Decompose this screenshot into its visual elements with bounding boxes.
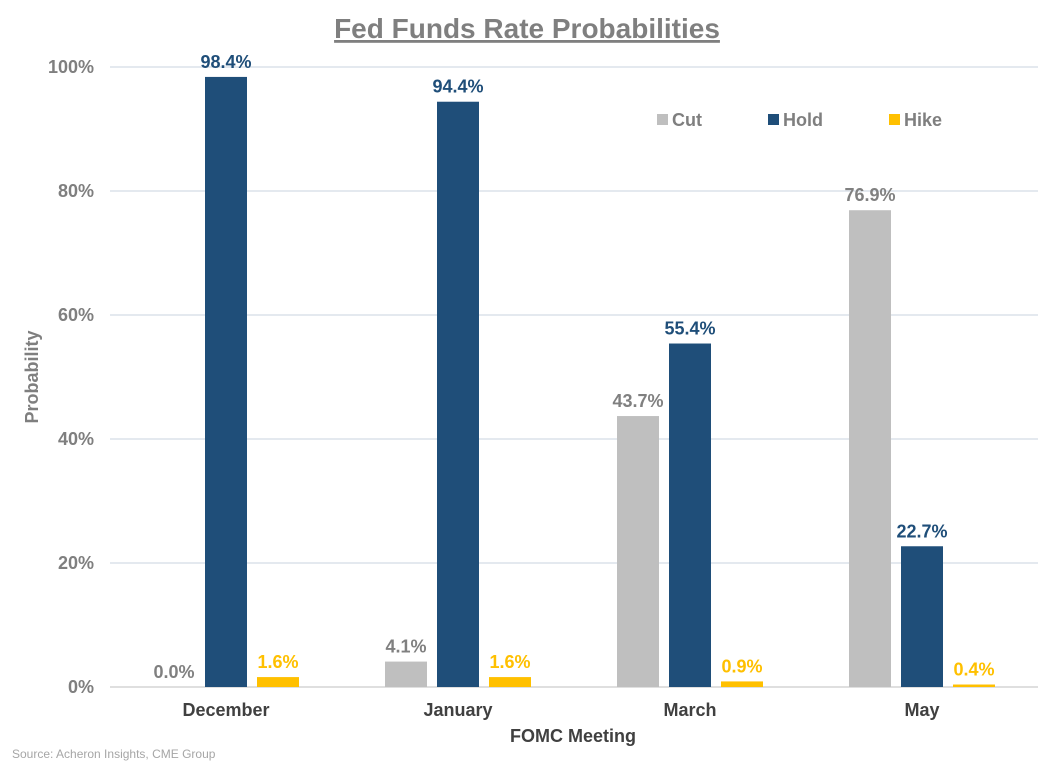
data-label: 1.6%	[489, 652, 530, 672]
data-label: 4.1%	[385, 637, 426, 657]
bar-cut-march	[617, 416, 659, 687]
y-tick-label: 80%	[58, 181, 94, 201]
data-label: 94.4%	[432, 77, 483, 97]
data-label: 55.4%	[664, 319, 715, 339]
legend-label-cut: Cut	[672, 110, 702, 130]
bar-hold-december	[205, 76, 247, 688]
data-label: 1.6%	[257, 652, 298, 672]
data-label: 43.7%	[612, 391, 663, 411]
y-axis-label: Probability	[22, 330, 42, 423]
x-category-label: May	[904, 700, 939, 720]
chart-title: Fed Funds Rate Probabilities	[334, 13, 720, 44]
data-label: 0.4%	[953, 660, 994, 680]
bars	[205, 76, 995, 688]
bar-hold-may	[901, 546, 943, 687]
y-axis-ticks: 0% 20% 40% 60% 80% 100%	[48, 57, 94, 697]
bar-hike-march	[721, 681, 763, 687]
y-tick-label: 60%	[58, 305, 94, 325]
y-tick-label: 20%	[58, 553, 94, 573]
bar-hike-may	[953, 684, 995, 687]
legend: Cut Hold Hike	[657, 110, 942, 130]
y-tick-label: 100%	[48, 57, 94, 77]
source-note: Source: Acheron Insights, CME Group	[12, 747, 216, 761]
x-category-label: March	[663, 700, 716, 720]
bar-hold-march	[669, 343, 711, 687]
bar-hike-december	[257, 677, 299, 687]
data-labels: 0.0% 98.4% 1.6% 4.1% 94.4% 1.6% 43.7% 55.4% 0.9%…	[153, 52, 994, 682]
x-category-label: January	[423, 700, 492, 720]
data-label: 98.4%	[200, 52, 251, 72]
y-tick-label: 40%	[58, 429, 94, 449]
x-axis-label: FOMC Meeting	[510, 726, 636, 746]
legend-swatch-hike	[889, 114, 900, 125]
bar-cut-january	[385, 661, 427, 687]
legend-label-hike: Hike	[904, 110, 942, 130]
gridlines	[110, 66, 1038, 688]
legend-label-hold: Hold	[783, 110, 823, 130]
data-label: 76.9%	[844, 185, 895, 205]
y-tick-label: 0%	[68, 677, 94, 697]
data-label: 0.0%	[153, 662, 194, 682]
x-category-label: December	[182, 700, 269, 720]
data-label: 22.7%	[896, 521, 947, 541]
legend-swatch-cut	[657, 114, 668, 125]
bar-hike-january	[489, 677, 531, 687]
legend-swatch-hold	[768, 114, 779, 125]
bar-hold-january	[437, 101, 479, 688]
bar-cut-may	[849, 210, 891, 687]
x-axis-categories: December January March May	[182, 700, 939, 720]
data-label: 0.9%	[721, 656, 762, 676]
